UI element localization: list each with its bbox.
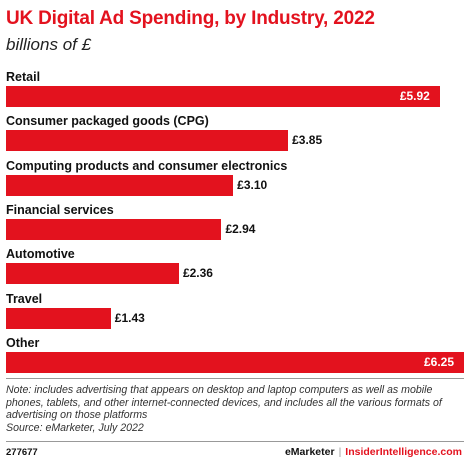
insider-intelligence-link[interactable]: InsiderIntelligence.com xyxy=(345,446,462,458)
value-label: £6.25 xyxy=(424,354,455,369)
bar xyxy=(6,130,289,152)
bar xyxy=(6,351,464,373)
chart-subtitle: billions of £ xyxy=(6,35,92,54)
category-label: Automotive xyxy=(6,247,75,262)
value-label: £5.92 xyxy=(399,89,430,103)
category-label: Financial services xyxy=(6,202,114,217)
category-label: Computing products and consumer electron… xyxy=(6,158,288,173)
bar xyxy=(6,263,179,285)
bar xyxy=(6,307,111,329)
footer-brand: eMarketer | InsiderIntelligence.com xyxy=(285,446,462,458)
chart-id: 277677 xyxy=(6,447,38,458)
source-text: Source: eMarketer, July 2022 xyxy=(6,421,144,434)
bar xyxy=(6,174,234,196)
footer-divider xyxy=(6,441,464,442)
value-label: £3.85 xyxy=(292,133,323,148)
value-label: £2.94 xyxy=(225,221,256,236)
bar xyxy=(6,86,440,107)
note-divider xyxy=(6,378,464,379)
value-label: £3.10 xyxy=(237,177,268,192)
category-label: Consumer packaged goods (CPG) xyxy=(6,114,209,129)
emarketer-brand: eMarketer xyxy=(284,446,335,458)
note-text: Note: includes advertising that appears … xyxy=(6,384,442,422)
value-label: £2.36 xyxy=(182,266,213,281)
category-label: Retail xyxy=(6,70,41,84)
category-label: Other xyxy=(6,335,40,350)
category-label: Travel xyxy=(6,291,43,306)
brand-separator: | xyxy=(338,446,342,458)
value-label: £1.43 xyxy=(114,310,145,325)
bar xyxy=(6,218,222,240)
chart-note: Note: includes advertising that appears … xyxy=(6,384,464,434)
chart-title: UK Digital Ad Spending, by Industry, 202… xyxy=(6,8,375,29)
